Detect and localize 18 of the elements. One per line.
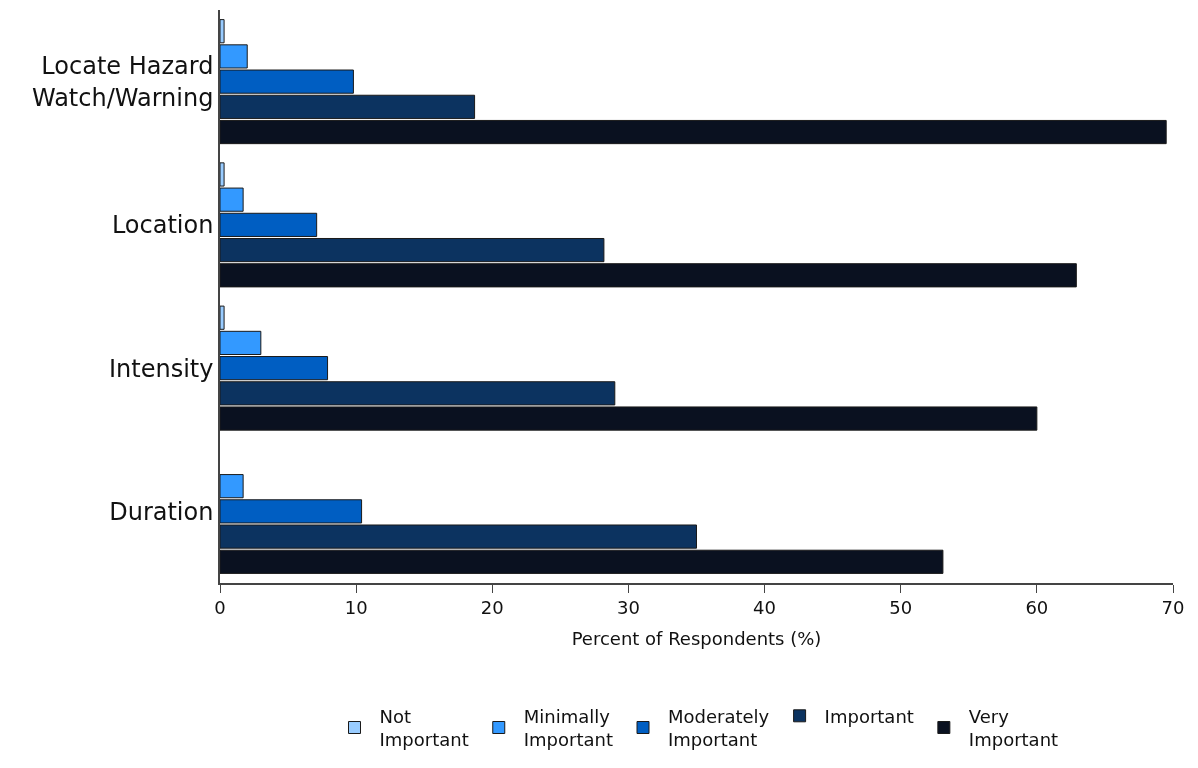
y-tick-label: Intensity	[108, 354, 214, 383]
x-tick-label: 20	[480, 597, 504, 619]
x-tick-label: 50	[889, 597, 913, 619]
x-tick-label: 40	[753, 597, 777, 619]
y-tick-label: Duration	[109, 497, 214, 526]
legend-label: Moderately Important	[668, 705, 770, 751]
x-tick-label: 0	[214, 597, 226, 619]
legend-label: Not Important	[379, 705, 469, 751]
y-tick-label: Locate Hazard Watch/Warning	[31, 52, 214, 112]
y-tick-label: Location	[111, 211, 214, 240]
legend-label: Minimally Important	[523, 705, 613, 751]
x-tick-label: 10	[344, 597, 368, 619]
x-tick-label: 70	[1161, 597, 1185, 619]
x-tick-label: 60	[1025, 597, 1049, 619]
legend-label: Important	[824, 705, 914, 727]
x-tick-label: 30	[616, 597, 640, 619]
legend-label: Very Important	[968, 705, 1059, 751]
x-axis-title: Percent of Respondents (%)	[571, 627, 822, 649]
